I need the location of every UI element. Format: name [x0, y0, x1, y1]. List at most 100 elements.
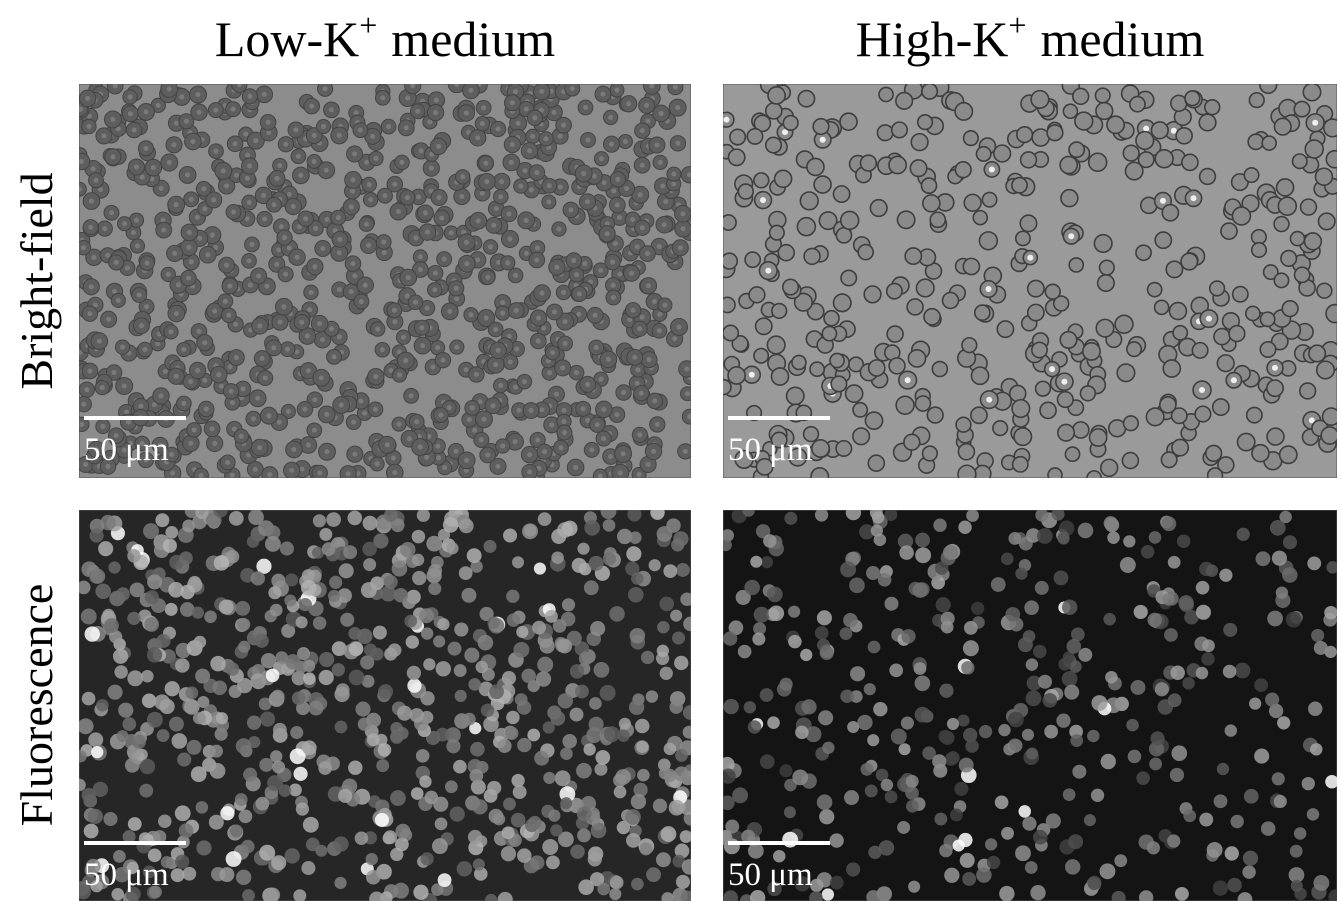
- cell: [1122, 453, 1138, 469]
- fluorescent-cell: [1313, 875, 1329, 891]
- cell-center: [167, 160, 172, 165]
- cell-center: [432, 287, 437, 292]
- fluorescent-cell: [410, 708, 424, 722]
- cell-center: [475, 135, 480, 140]
- cell-center: [535, 245, 540, 250]
- cell: [975, 465, 991, 481]
- cell-center: [230, 473, 235, 478]
- fluorescent-cell: [216, 712, 228, 724]
- fluorescent-cell: [603, 552, 616, 565]
- fluorescent-cell: [285, 848, 300, 863]
- fluorescent-cell: [1001, 553, 1014, 566]
- fluorescent-cell: [194, 636, 207, 649]
- cell-center: [611, 188, 616, 193]
- fluorescent-cell: [906, 800, 919, 813]
- fluorescent-cell: [626, 833, 641, 848]
- cell: [721, 215, 736, 230]
- cell-center: [275, 176, 280, 181]
- fluorescent-cell: [1101, 754, 1116, 769]
- cell-center: [535, 438, 540, 443]
- cell: [1057, 392, 1073, 408]
- cell-center: [498, 194, 503, 199]
- cell-center: [197, 110, 202, 115]
- fluorescent-cell: [748, 720, 762, 734]
- cell-center: [77, 187, 82, 192]
- fluorescent-cell: [719, 539, 731, 551]
- fluorescent-cell: [241, 840, 255, 854]
- fluorescent-cell: [364, 643, 377, 656]
- fluorescent-cell: [1091, 789, 1104, 802]
- cell-center: [626, 101, 631, 106]
- cell: [979, 232, 997, 250]
- fluorescent-cell: [384, 508, 398, 522]
- cell-center: [595, 422, 600, 427]
- fluorescent-cell: [90, 529, 104, 543]
- fluorescent-cell: [259, 845, 275, 861]
- fluorescent-cell: [1265, 693, 1279, 707]
- cell-center: [212, 309, 217, 314]
- fluorescent-cell: [339, 563, 354, 578]
- fluorescent-cell: [1235, 663, 1251, 679]
- fluorescent-cell: [319, 528, 332, 541]
- cell: [730, 129, 745, 144]
- cell: [964, 131, 979, 146]
- cell-center: [524, 218, 529, 223]
- fluorescent-cell: [540, 638, 555, 653]
- cell-center: [188, 441, 193, 446]
- cell-center: [324, 412, 329, 417]
- cell: [1248, 134, 1263, 149]
- fluorescent-cell: [939, 844, 952, 857]
- cell-center: [399, 160, 404, 165]
- cell-center: [226, 313, 231, 318]
- fluorescent-cell: [878, 573, 892, 587]
- fluorescent-cell: [366, 853, 378, 865]
- cell-center: [231, 107, 236, 112]
- fluorescent-cell: [505, 726, 519, 740]
- fluorescent-cell: [285, 654, 300, 669]
- fluorescent-cell: [950, 808, 963, 821]
- fluorescent-cell: [478, 635, 494, 651]
- fluorescent-cell: [487, 781, 501, 795]
- fluorescent-cell: [576, 763, 592, 779]
- cell-center: [169, 452, 174, 457]
- cell-center: [467, 417, 472, 422]
- cell-center: [652, 398, 657, 403]
- cell: [822, 327, 836, 341]
- fluorescent-cell: [583, 743, 595, 755]
- fluorescent-cell: [646, 690, 658, 702]
- cell-center: [508, 359, 513, 364]
- fluorescent-cell: [127, 612, 140, 625]
- fluorescent-cell: [395, 837, 409, 851]
- fluorescent-cell: [1120, 557, 1136, 573]
- cell-center: [392, 319, 397, 324]
- fluorescent-cell: [315, 845, 327, 857]
- cell: [833, 186, 849, 202]
- cell: [747, 129, 762, 144]
- cell-center: [319, 375, 324, 380]
- fluorescent-cell: [502, 826, 515, 839]
- cell: [964, 194, 981, 211]
- cell-center: [373, 156, 378, 161]
- fluorescent-cell: [108, 561, 120, 573]
- cell: [723, 325, 738, 340]
- cell-center: [253, 138, 258, 143]
- fluorescent-cell: [1227, 878, 1242, 893]
- cell: [720, 297, 735, 312]
- fluorescent-cell: [73, 779, 85, 791]
- cell-center: [638, 192, 643, 197]
- cell-center: [585, 199, 590, 204]
- cell-center: [658, 160, 663, 165]
- fluorescent-cell: [943, 545, 958, 560]
- fluorescent-cell: [1178, 595, 1193, 610]
- cell-center: [675, 141, 680, 146]
- cell-center: [349, 289, 354, 294]
- fluorescent-cell: [664, 743, 676, 755]
- cell: [1252, 445, 1269, 462]
- cell-center: [562, 430, 567, 435]
- cell-center: [447, 309, 452, 314]
- fluorescent-cell: [78, 718, 94, 734]
- fluorescent-cell: [546, 855, 560, 869]
- fluorescent-cell: [1161, 516, 1176, 531]
- cell-center: [81, 245, 86, 250]
- cell-center: [88, 225, 93, 230]
